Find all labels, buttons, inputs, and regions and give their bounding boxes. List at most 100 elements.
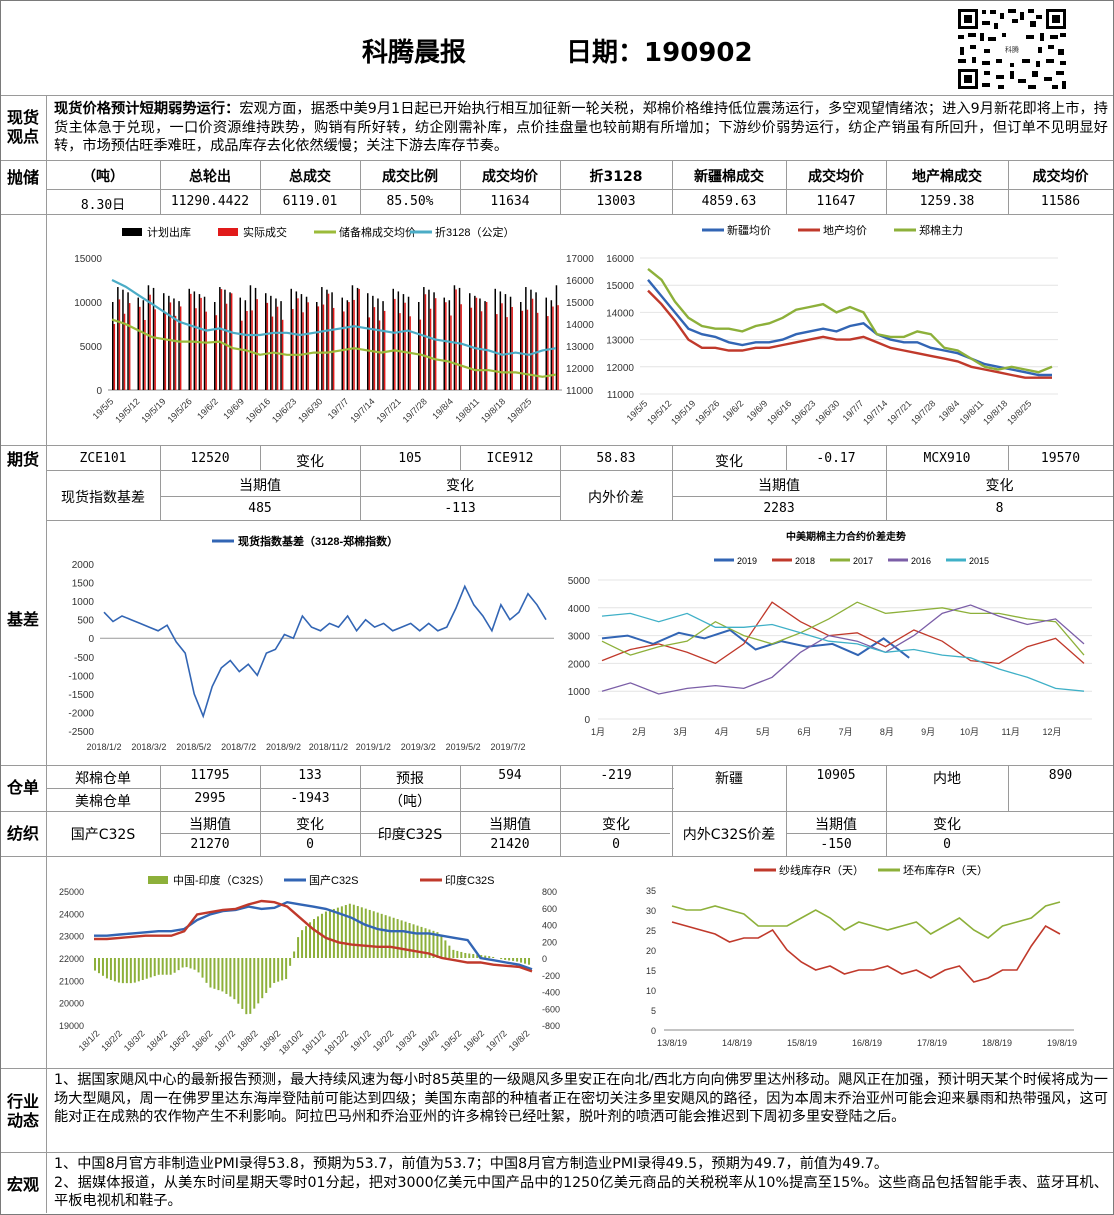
actual-deal-bar — [460, 304, 462, 390]
tick-label: 13/8/19 — [657, 1038, 687, 1048]
spread-bar — [201, 958, 204, 978]
storage-cell: 4859.63 — [701, 194, 757, 209]
spread-bar — [380, 913, 383, 958]
actual-deal-bar — [424, 294, 427, 390]
spread-line-2019 — [601, 628, 910, 659]
legend-label: 纱线库存R（天） — [779, 863, 864, 877]
tick-label: 2018/11/2 — [309, 742, 348, 752]
legend-label: 2019 — [737, 556, 757, 566]
tick-label: 18/12/2 — [322, 1028, 350, 1056]
planned-release-bar — [367, 293, 369, 390]
planned-release-bar — [448, 300, 451, 390]
planned-release-bar — [280, 301, 282, 390]
actual-deal-bar — [378, 320, 381, 390]
spread-bar — [432, 930, 435, 958]
report-title: 科腾晨报 — [362, 38, 467, 68]
planned-release-bar — [249, 285, 252, 390]
zce-main-line — [647, 267, 1053, 374]
spread-bar — [217, 958, 220, 991]
actual-deal-bar — [307, 302, 309, 390]
planned-release-bar — [229, 292, 231, 390]
spot-view-body: 宏观方面，据悉中美9月1日起已开始执行相互加征新一轮关税，郑棉价格维持低位震荡运… — [54, 101, 1108, 154]
actual-deal-bar — [128, 303, 131, 390]
spread-bar — [360, 907, 363, 958]
actual-deal-bar — [179, 306, 182, 390]
planned-release-bar — [219, 287, 221, 390]
spread-bar — [225, 958, 228, 994]
planned-release-bar — [484, 301, 486, 390]
tick-label: -800 — [542, 1021, 560, 1031]
planned-release-bar — [295, 291, 298, 390]
planned-release-bar — [188, 288, 190, 390]
textile-header: 当期值 — [489, 817, 531, 833]
spread-bar — [396, 919, 399, 958]
actual-deal-bar — [113, 324, 116, 390]
spread-bar — [213, 958, 216, 989]
planned-release-bar — [321, 287, 323, 390]
storage-header: 新疆棉成交 — [694, 169, 764, 185]
spread-bar — [297, 937, 300, 958]
tick-label: 15000 — [606, 281, 634, 292]
textile-header: 当期值 — [815, 817, 857, 833]
tick-label: 18/8/2 — [235, 1028, 260, 1053]
tick-label: 10月 — [960, 727, 979, 737]
section-macro: 宏观 — [6, 1175, 39, 1194]
tick-label: -1000 — [68, 671, 94, 682]
legend-label: 实际成交 — [243, 225, 287, 239]
planned-release-bar — [392, 288, 394, 390]
spot-view-headline: 现货价格预计短期弱势运行： — [54, 101, 240, 117]
spread-bar — [97, 958, 100, 974]
tick-label: 0 — [651, 1026, 656, 1036]
legend-label: 中国-印度（C32S） — [173, 873, 270, 887]
planned-release-bar — [178, 301, 180, 390]
tick-label: 8月 — [880, 727, 894, 737]
spread-bar — [129, 958, 132, 984]
report-date: 190902 — [644, 38, 753, 68]
actual-deal-bar — [368, 317, 371, 390]
spread-bar — [372, 911, 375, 958]
spread-bar — [241, 958, 244, 1009]
tick-label: 4月 — [715, 727, 729, 737]
legend-label: 2015 — [969, 556, 989, 566]
spot-view-text: 现货价格预计短期弱势运行：宏观方面，据悉中美9月1日起已开始执行相互加征新一轮关… — [54, 100, 1108, 156]
planned-release-bar — [372, 295, 374, 390]
tick-label: 4000 — [568, 604, 591, 615]
tick-label: 19/5/12 — [113, 396, 141, 424]
auction-chart: 0 5000 10000 15000 11000 12000 13000 14000 15000… — [74, 225, 594, 425]
spread-bar — [165, 958, 168, 975]
us-cn-spread-chart: 中美期棉主力合约价差走势 2019 2018 2017 2016 2015 0 1000 200… — [568, 530, 1092, 737]
tick-label: 21000 — [59, 976, 84, 986]
spread-bar — [229, 958, 232, 997]
spread-bar — [528, 958, 531, 965]
tick-label: 19/6/2 — [721, 398, 746, 423]
tick-label: 24000 — [59, 909, 84, 919]
planned-release-bar — [163, 293, 165, 390]
spread-cur-value: 2283 — [763, 501, 795, 516]
basis-cur-header: 当期值 — [239, 478, 281, 494]
tick-label: 20000 — [59, 999, 84, 1009]
section-warrant: 仓单 — [6, 778, 39, 797]
tick-label: 2019/7/2 — [490, 742, 525, 752]
warrant-cell: -1943 — [290, 791, 330, 806]
basis-chg-value: -113 — [444, 501, 476, 516]
tick-label: 19/6/16 — [765, 398, 793, 426]
tick-label: 25 — [646, 926, 656, 936]
tick-label: 15 — [646, 966, 656, 976]
tick-label: 15/8/19 — [787, 1038, 817, 1048]
spread-bar — [428, 929, 431, 958]
spread-bar — [273, 958, 276, 983]
section-spot-view: 现货 观点 — [6, 108, 39, 146]
textile-label: 印度C32S — [377, 827, 443, 843]
reserve-avg-price-line — [111, 318, 557, 378]
tick-label: 19/6/16 — [244, 396, 272, 424]
tick-label: 2019/3/2 — [401, 742, 436, 752]
planned-release-bar — [300, 294, 303, 390]
tick-label: 16000 — [606, 254, 634, 265]
spread-bar — [408, 923, 411, 958]
tick-label: 19/6/2 — [195, 396, 220, 421]
planned-release-bar — [423, 287, 425, 390]
spread-bar — [524, 958, 527, 964]
actual-deal-bar — [327, 293, 330, 390]
fabric-inventory-line — [671, 901, 1061, 939]
planned-release-bar — [458, 287, 461, 390]
